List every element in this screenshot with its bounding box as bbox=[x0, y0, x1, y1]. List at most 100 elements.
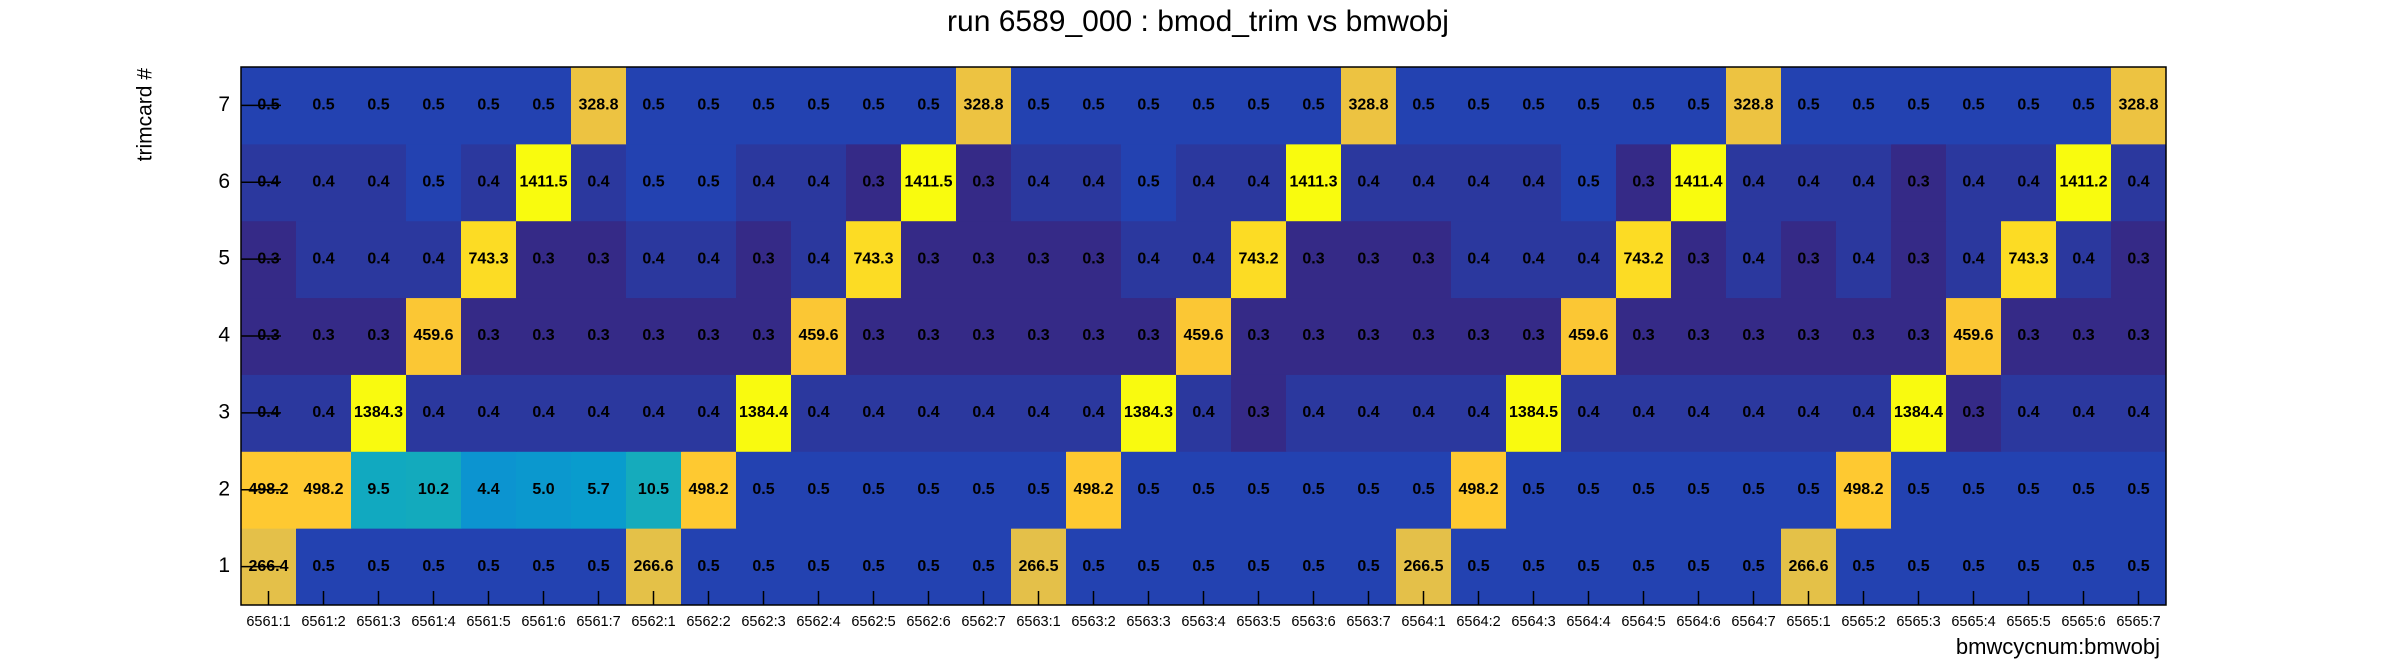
x-tick-label: 6561:2 bbox=[301, 614, 345, 630]
cell bbox=[516, 143, 572, 222]
cell bbox=[2001, 220, 2057, 299]
cell-label: 0.3 bbox=[1027, 250, 1049, 267]
cell bbox=[1176, 143, 1232, 222]
cell-label: 0.4 bbox=[312, 174, 334, 191]
cell-label: 0.4 bbox=[1412, 174, 1434, 191]
cell bbox=[1286, 451, 1342, 529]
cell bbox=[2001, 143, 2057, 222]
cell bbox=[406, 220, 462, 299]
cell bbox=[1451, 143, 1507, 222]
cell bbox=[296, 374, 352, 452]
cell bbox=[461, 143, 517, 222]
cell bbox=[681, 374, 737, 452]
cell bbox=[1781, 220, 1837, 299]
cell bbox=[1781, 451, 1837, 529]
cell-label: 1411.5 bbox=[519, 174, 567, 191]
cell-label: 0.4 bbox=[1852, 250, 1874, 267]
cell bbox=[1341, 297, 1397, 375]
cell bbox=[2001, 297, 2057, 375]
cell bbox=[1836, 67, 1892, 145]
cell-label: 0.4 bbox=[587, 404, 609, 421]
cell-label: 0.4 bbox=[1467, 250, 1489, 267]
cell-label: 1411.4 bbox=[1674, 174, 1722, 191]
cell-label: 0.4 bbox=[532, 404, 554, 421]
cell-label: 0.5 bbox=[1247, 481, 1269, 498]
cell bbox=[1121, 374, 1177, 452]
cell bbox=[1286, 374, 1342, 452]
cell bbox=[736, 220, 792, 299]
cell bbox=[956, 451, 1012, 529]
cell-label: 0.3 bbox=[972, 327, 994, 344]
cell-label: 743.2 bbox=[1238, 250, 1278, 267]
x-tick-label: 6563:1 bbox=[1016, 614, 1060, 630]
cell bbox=[1781, 374, 1837, 452]
cell bbox=[1616, 297, 1672, 375]
cell bbox=[1286, 67, 1342, 145]
cell bbox=[1781, 67, 1837, 145]
cell bbox=[1671, 374, 1727, 452]
x-tick-label: 6564:4 bbox=[1566, 614, 1610, 630]
cell bbox=[736, 143, 792, 222]
cell bbox=[1121, 220, 1177, 299]
x-tick-label: 6563:4 bbox=[1181, 614, 1225, 630]
cell-label: 0.3 bbox=[752, 327, 774, 344]
cell-label: 0.4 bbox=[2017, 404, 2039, 421]
cell-label: 0.5 bbox=[1742, 558, 1764, 575]
cell bbox=[1836, 374, 1892, 452]
cell bbox=[1561, 374, 1617, 452]
cell-label: 0.5 bbox=[1082, 558, 1104, 575]
cell bbox=[1616, 67, 1672, 145]
cell bbox=[1836, 451, 1892, 529]
cell bbox=[901, 297, 957, 375]
cell bbox=[681, 143, 737, 222]
cell bbox=[1616, 451, 1672, 529]
cell bbox=[461, 451, 517, 529]
cell-label: 0.4 bbox=[1027, 174, 1049, 191]
cell-label: 5.7 bbox=[587, 481, 609, 498]
cell-label: 0.3 bbox=[312, 327, 334, 344]
cell-label: 0.5 bbox=[477, 558, 499, 575]
cell bbox=[2111, 143, 2167, 222]
x-tick-label: 6561:4 bbox=[411, 614, 455, 630]
cell bbox=[1726, 143, 1782, 222]
cell bbox=[1726, 220, 1782, 299]
cell bbox=[736, 67, 792, 145]
cell bbox=[1946, 220, 2002, 299]
cell-label: 0.5 bbox=[642, 97, 664, 114]
cell-label: 0.4 bbox=[1797, 404, 1819, 421]
cell-label: 498.2 bbox=[303, 481, 343, 498]
cell-label: 0.4 bbox=[1412, 404, 1434, 421]
cell bbox=[791, 374, 847, 452]
cell-label: 0.5 bbox=[862, 97, 884, 114]
cell-label: 0.5 bbox=[1467, 558, 1489, 575]
cell-label: 0.3 bbox=[2017, 327, 2039, 344]
cell bbox=[2111, 220, 2167, 299]
cell-label: 0.4 bbox=[1522, 174, 1544, 191]
cell-label: 0.5 bbox=[1082, 97, 1104, 114]
x-tick-label: 6563:6 bbox=[1291, 614, 1335, 630]
cell bbox=[1286, 297, 1342, 375]
cell-label: 0.5 bbox=[1137, 174, 1159, 191]
cell bbox=[2111, 67, 2167, 145]
cell-label: 1384.4 bbox=[1894, 404, 1943, 421]
cell bbox=[1066, 374, 1122, 452]
x-tick-label: 6565:4 bbox=[1951, 614, 1995, 630]
cell bbox=[956, 220, 1012, 299]
cell-label: 0.5 bbox=[367, 97, 389, 114]
cell-label: 0.5 bbox=[312, 97, 334, 114]
cell-label: 266.5 bbox=[1018, 558, 1058, 575]
cell bbox=[846, 220, 902, 299]
cell bbox=[626, 451, 682, 529]
cell-label: 0.5 bbox=[1577, 481, 1599, 498]
x-tick-label: 6563:2 bbox=[1071, 614, 1115, 630]
cell-label: 0.4 bbox=[1852, 174, 1874, 191]
x-tick-label: 6563:7 bbox=[1346, 614, 1390, 630]
cell bbox=[1176, 297, 1232, 375]
cell bbox=[626, 143, 682, 222]
cell-label: 0.4 bbox=[312, 250, 334, 267]
cell-label: 459.6 bbox=[1953, 327, 1993, 344]
cell bbox=[351, 297, 407, 375]
cell-label: 9.5 bbox=[367, 481, 389, 498]
cell bbox=[791, 451, 847, 529]
